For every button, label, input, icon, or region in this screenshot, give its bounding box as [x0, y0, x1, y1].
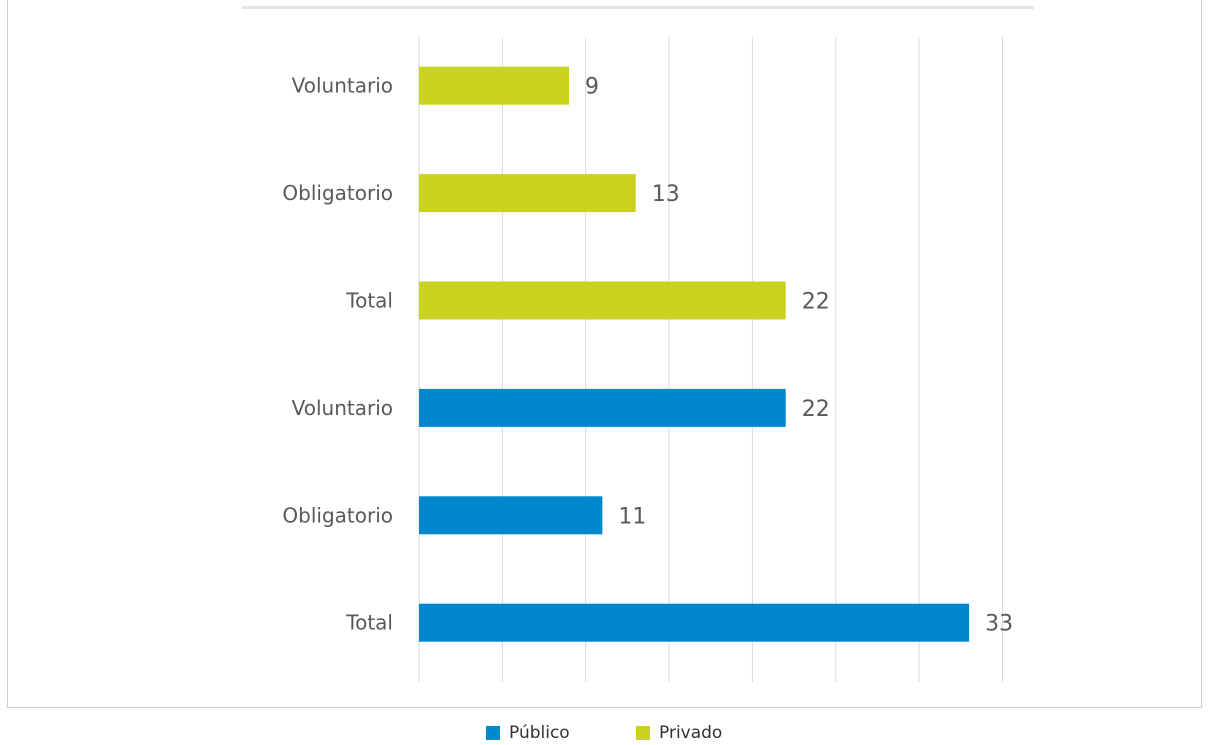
category-label: Obligatorio [282, 181, 393, 205]
data-label: 9 [585, 75, 599, 100]
legend-label-publico: Público [509, 723, 570, 743]
category-label: Total [345, 611, 393, 635]
bar-privado-total [419, 281, 786, 320]
bar-publico-voluntario [419, 388, 786, 427]
top-divider [242, 6, 1034, 9]
legend: Público Privado [0, 723, 1210, 743]
bar-privado-voluntario [419, 66, 570, 105]
category-label: Obligatorio [282, 503, 393, 527]
category-label: Voluntario [292, 396, 393, 420]
data-label: 22 [802, 397, 830, 422]
category-label: Voluntario [292, 74, 393, 98]
legend-item-privado: Privado [636, 723, 722, 743]
legend-item-publico: Público [486, 723, 570, 743]
bar-privado-obligatorio [419, 174, 636, 213]
legend-label-privado: Privado [659, 723, 723, 743]
legend-swatch-privado [636, 726, 650, 740]
data-label: 33 [985, 612, 1013, 637]
bar-publico-obligatorio [419, 496, 603, 535]
data-label: 13 [652, 182, 680, 207]
legend-swatch-publico [486, 726, 500, 740]
data-label: 22 [802, 290, 830, 315]
bar-publico-total [419, 603, 970, 642]
category-label: Total [345, 289, 393, 313]
data-label: 11 [618, 504, 646, 529]
